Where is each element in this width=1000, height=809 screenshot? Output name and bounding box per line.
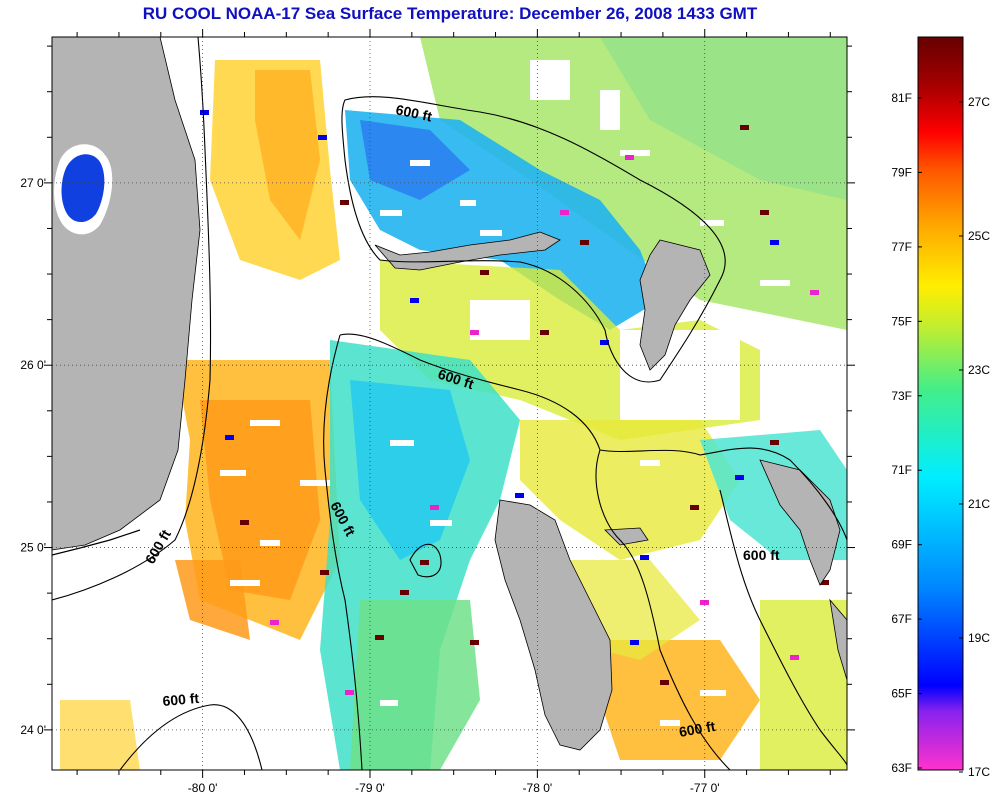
colorbar-f-label: 81F [891,91,912,105]
contour-label: 600 ft [743,547,780,563]
depth-contours [52,37,847,770]
andros-land [494,499,613,751]
abaco-land [639,239,711,371]
colorbar-labels: 81F 79F 77F 75F 73F 71F 69F 67F 65F 63F 27C 25C 23C 2… [891,91,990,779]
contour-label: 600 ft [162,690,200,709]
lat-tick-label: 24 0' [20,723,46,737]
colorbar-f-label: 69F [891,538,912,552]
colorbar-c-label: 17C [968,765,990,779]
colorbar-f-label: 77F [891,240,912,254]
colorbar-f-label: 63F [891,761,912,775]
lat-tick-label: 26 0' [20,358,46,372]
contour-label: 600 ft [394,101,433,124]
map-frame [51,36,848,771]
grand-bahama-land [374,231,561,271]
lat-tick-label: 27 0' [20,176,46,190]
lon-tick-label: -80 0' [188,781,218,795]
lon-tick-label: -78 0' [523,781,553,795]
colorbar-f-label: 75F [891,314,912,328]
colorbar-c-label: 25C [968,229,990,243]
colorbar-c-label: 27C [968,95,990,109]
lat-tick-label: 25 0' [20,541,46,555]
colorbar-f-label: 71F [891,463,912,477]
colorbar-f-label: 73F [891,389,912,403]
lon-tick-label: -79 0' [355,781,385,795]
contour-label: 600 ft [678,718,717,740]
colorbar-c-label: 23C [968,363,990,377]
map-title: RU COOL NOAA-17 Sea Surface Temperature:… [142,4,758,23]
sst-field [52,37,847,770]
colorbar-c-label: 21C [968,497,990,511]
colorbar-f-label: 67F [891,612,912,626]
axis-ticks: -80 0' -79 0' -78 0' -77 0' 27 0' 26 0' 25 0' 2… [20,29,855,795]
lat-lon-grid [52,37,847,770]
colorbar-c-label: 19C [968,631,990,645]
lon-tick-label: -77 0' [690,781,720,795]
colorbar [917,36,964,771]
colorbar-f-label: 79F [891,165,912,179]
colorbar-f-label: 65F [891,687,912,701]
